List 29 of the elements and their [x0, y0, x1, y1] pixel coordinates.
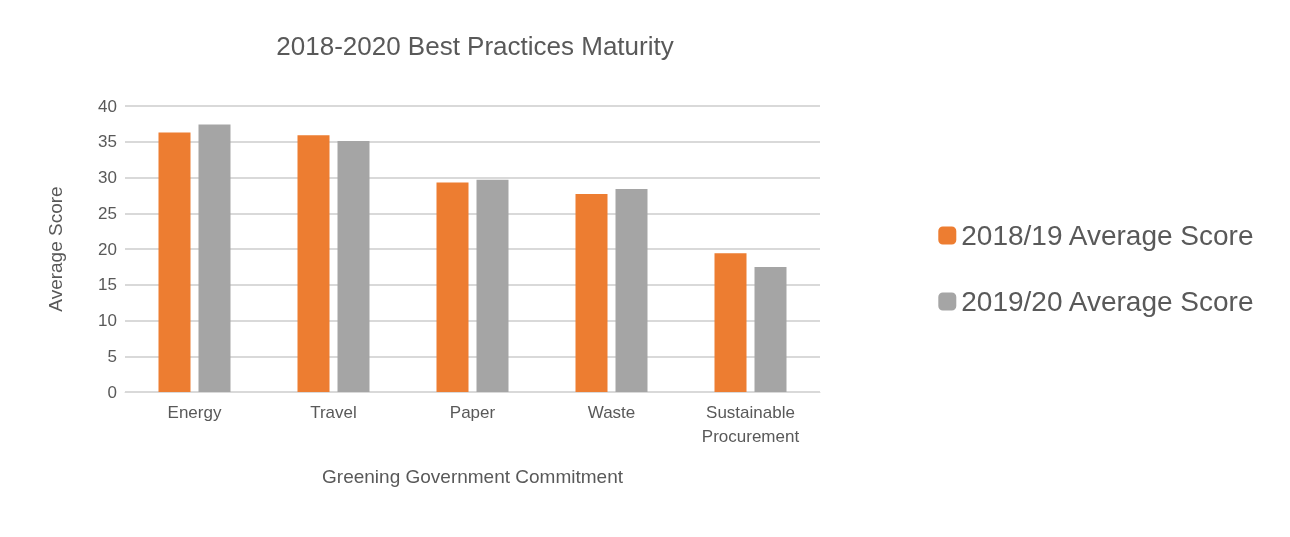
bar — [337, 141, 370, 392]
bar — [476, 179, 509, 392]
y-tick-label: 0 — [107, 382, 117, 402]
x-tick-label: Sustainable Procurement — [701, 402, 800, 446]
bar — [198, 124, 231, 392]
bar — [615, 188, 648, 392]
bar — [436, 182, 469, 392]
x-axis-title: Greening Government Commitment — [322, 466, 624, 487]
y-tick-label: 10 — [98, 311, 117, 330]
chart-title: 2018-2020 Best Practices Maturity — [276, 31, 674, 61]
y-tick-label: 20 — [98, 239, 117, 259]
y-tick-label: 15 — [98, 275, 117, 295]
x-tick-label: Energy — [167, 402, 222, 422]
y-tick-label: 5 — [107, 346, 117, 366]
y-tick-label: 25 — [98, 203, 117, 223]
bar — [754, 266, 787, 392]
bar — [158, 132, 191, 392]
y-axis-title: Average Score — [45, 186, 66, 312]
legend-label: 2019/20 Average Score — [961, 286, 1254, 317]
bar — [714, 253, 747, 392]
legend-label: 2018/19 Average Score — [961, 220, 1254, 251]
y-tick-label: 40 — [98, 96, 117, 116]
y-tick-label: 30 — [98, 168, 117, 187]
x-tick-label: Waste — [587, 402, 636, 422]
x-tick-label: Paper — [449, 402, 496, 422]
y-tick-label: 35 — [98, 132, 117, 152]
x-tick-label: Travel — [310, 402, 357, 422]
bar — [297, 135, 330, 392]
bar — [575, 193, 608, 392]
